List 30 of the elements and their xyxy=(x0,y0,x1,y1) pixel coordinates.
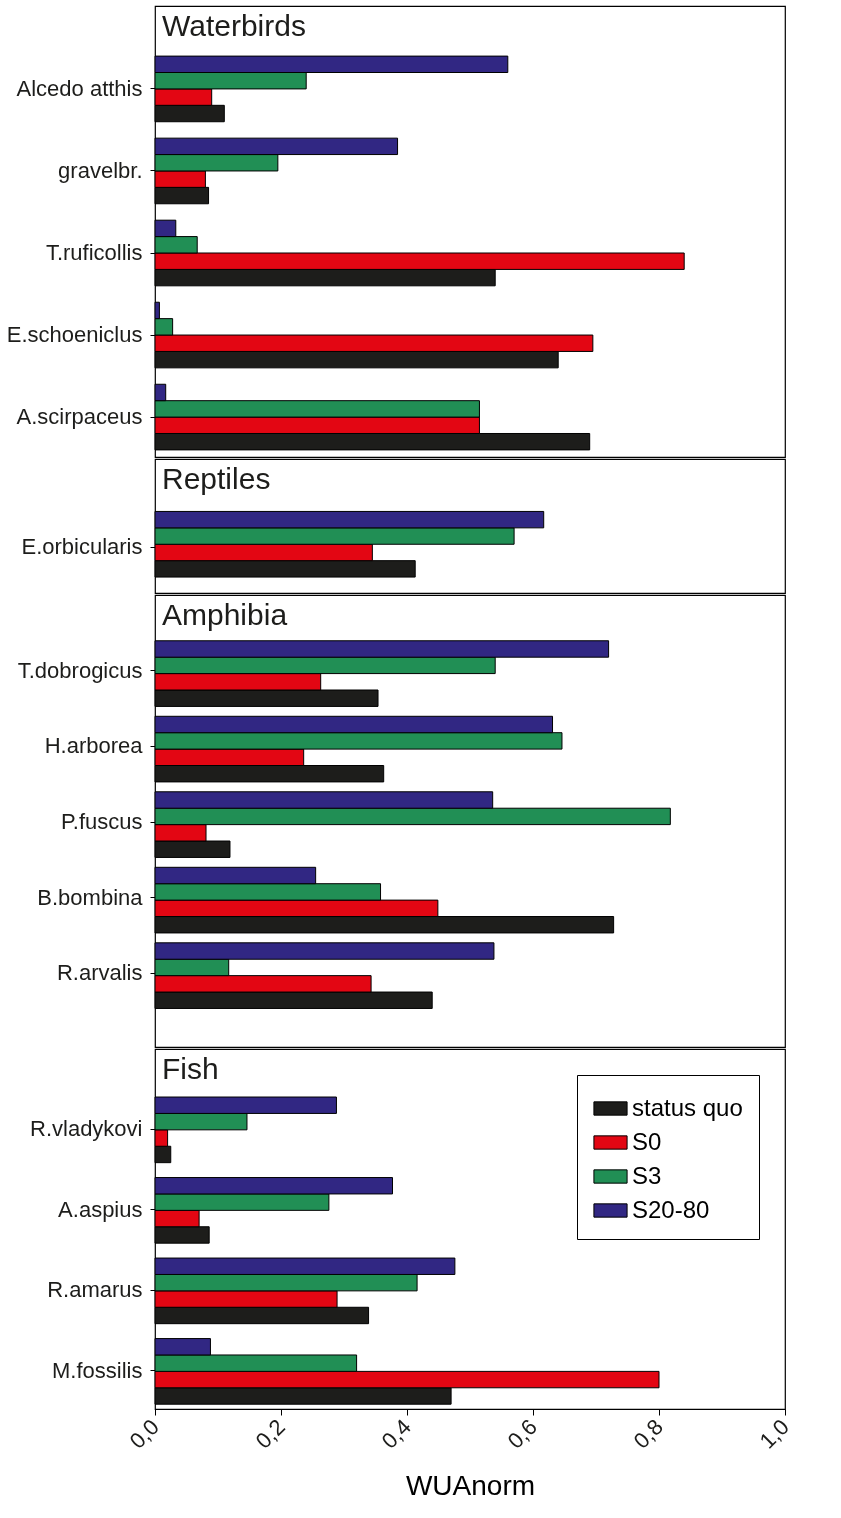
legend-label: status quo xyxy=(632,1093,743,1121)
y-tick-label: E.orbicularis xyxy=(21,534,143,559)
x-tick-label: 0,2 xyxy=(250,1414,290,1454)
legend-label: S20-80 xyxy=(632,1195,710,1223)
x-tick-label: 0,4 xyxy=(376,1414,416,1454)
y-tick-label: T.ruficollis xyxy=(45,240,143,265)
x-tick-label: 0,6 xyxy=(502,1414,542,1454)
chart-title: Waterbirds xyxy=(162,9,306,42)
y-tick-label: M.fossilis xyxy=(52,1357,143,1383)
y-tick-label: A.scirpaceus xyxy=(16,404,143,430)
y-tick-label: gravelbr. xyxy=(58,157,143,183)
y-tick-label: B.bombina xyxy=(37,884,144,910)
chart-title: Reptiles xyxy=(162,462,271,495)
y-tick-label: R.vladykovi xyxy=(30,1116,143,1142)
y-tick-label: A.aspius xyxy=(58,1196,143,1222)
y-tick-label: Alcedo atthis xyxy=(16,75,143,101)
y-tick-label: R.amarus xyxy=(47,1277,143,1303)
x-axis-title: WUAnorm xyxy=(405,1469,536,1501)
legend-label: S0 xyxy=(632,1127,662,1155)
x-tick-label: 0,0 xyxy=(124,1414,164,1454)
x-tick-label: 1,0 xyxy=(754,1414,794,1454)
x-tick-label: 0,8 xyxy=(628,1414,668,1454)
y-tick-label: E.schoeniclus xyxy=(6,322,143,348)
y-tick-label: H.arborea xyxy=(44,733,144,759)
y-tick-label: P.fuscus xyxy=(60,809,143,834)
chart-title: Fish xyxy=(162,1052,219,1085)
y-tick-label: T.dobrogicus xyxy=(17,657,143,683)
legend-label: S3 xyxy=(632,1161,662,1189)
chart-title: Amphibia xyxy=(162,598,288,631)
y-tick-label: R.arvalis xyxy=(56,960,143,986)
